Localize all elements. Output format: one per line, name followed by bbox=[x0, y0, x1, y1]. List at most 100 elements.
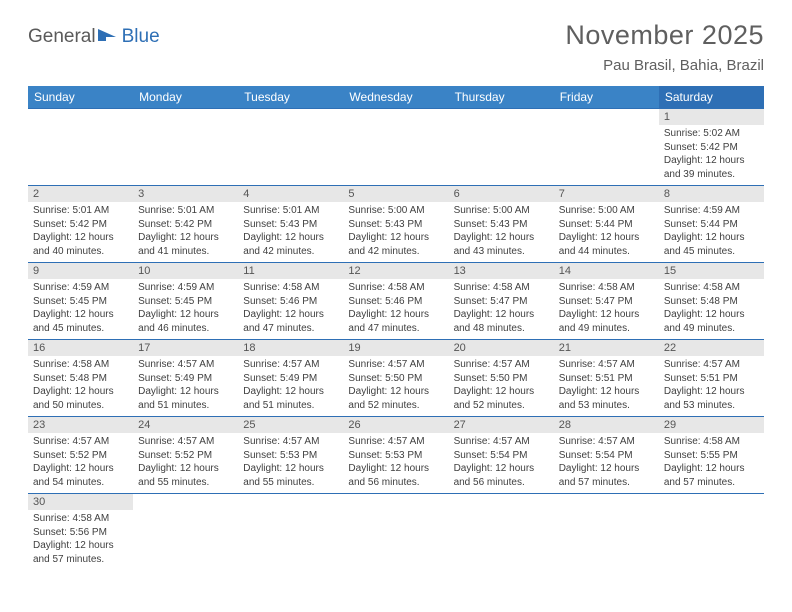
sunset-line: Sunset: 5:43 PM bbox=[454, 218, 549, 232]
calendar-cell: 1Sunrise: 5:02 AMSunset: 5:42 PMDaylight… bbox=[659, 109, 764, 186]
calendar-cell: 21Sunrise: 4:57 AMSunset: 5:51 PMDayligh… bbox=[554, 340, 659, 417]
sunrise-line: Sunrise: 4:58 AM bbox=[664, 281, 759, 295]
day-details: Sunrise: 4:57 AMSunset: 5:51 PMDaylight:… bbox=[659, 356, 764, 416]
sunset-line: Sunset: 5:44 PM bbox=[559, 218, 654, 232]
day-details: Sunrise: 5:00 AMSunset: 5:43 PMDaylight:… bbox=[449, 202, 554, 262]
sunrise-line: Sunrise: 4:58 AM bbox=[33, 358, 128, 372]
sunrise-line: Sunrise: 4:59 AM bbox=[664, 204, 759, 218]
day-details: Sunrise: 4:57 AMSunset: 5:52 PMDaylight:… bbox=[133, 433, 238, 493]
day-number: 13 bbox=[449, 263, 554, 279]
day-number: 15 bbox=[659, 263, 764, 279]
calendar-row: 16Sunrise: 4:58 AMSunset: 5:48 PMDayligh… bbox=[28, 340, 764, 417]
day-details: Sunrise: 4:57 AMSunset: 5:50 PMDaylight:… bbox=[449, 356, 554, 416]
weekday-header: Tuesday bbox=[238, 86, 343, 109]
calendar-cell: 2Sunrise: 5:01 AMSunset: 5:42 PMDaylight… bbox=[28, 186, 133, 263]
day-number: 23 bbox=[28, 417, 133, 433]
daylight-line: Daylight: 12 hours and 42 minutes. bbox=[348, 231, 443, 258]
day-number: 10 bbox=[133, 263, 238, 279]
calendar-cell: 18Sunrise: 4:57 AMSunset: 5:49 PMDayligh… bbox=[238, 340, 343, 417]
calendar-cell bbox=[343, 109, 448, 186]
day-number: 20 bbox=[449, 340, 554, 356]
calendar-cell bbox=[554, 109, 659, 186]
daylight-line: Daylight: 12 hours and 46 minutes. bbox=[138, 308, 233, 335]
calendar-cell: 10Sunrise: 4:59 AMSunset: 5:45 PMDayligh… bbox=[133, 263, 238, 340]
sunrise-line: Sunrise: 4:57 AM bbox=[243, 435, 338, 449]
calendar-cell bbox=[343, 494, 448, 571]
day-details: Sunrise: 5:00 AMSunset: 5:43 PMDaylight:… bbox=[343, 202, 448, 262]
calendar-cell: 24Sunrise: 4:57 AMSunset: 5:52 PMDayligh… bbox=[133, 417, 238, 494]
logo-flag-icon bbox=[98, 27, 120, 48]
calendar-row: 2Sunrise: 5:01 AMSunset: 5:42 PMDaylight… bbox=[28, 186, 764, 263]
calendar-cell: 7Sunrise: 5:00 AMSunset: 5:44 PMDaylight… bbox=[554, 186, 659, 263]
day-number: 17 bbox=[133, 340, 238, 356]
day-number: 12 bbox=[343, 263, 448, 279]
calendar-cell bbox=[238, 109, 343, 186]
sunrise-line: Sunrise: 4:59 AM bbox=[33, 281, 128, 295]
day-number: 9 bbox=[28, 263, 133, 279]
weekday-header: Monday bbox=[133, 86, 238, 109]
calendar-cell bbox=[449, 494, 554, 571]
day-number: 5 bbox=[343, 186, 448, 202]
logo: General Blue bbox=[28, 26, 160, 48]
day-number: 30 bbox=[28, 494, 133, 510]
calendar-cell bbox=[238, 494, 343, 571]
sunrise-line: Sunrise: 5:01 AM bbox=[243, 204, 338, 218]
weekday-header: Saturday bbox=[659, 86, 764, 109]
daylight-line: Daylight: 12 hours and 53 minutes. bbox=[664, 385, 759, 412]
day-number: 24 bbox=[133, 417, 238, 433]
weekday-header: Friday bbox=[554, 86, 659, 109]
day-number: 18 bbox=[238, 340, 343, 356]
daylight-line: Daylight: 12 hours and 44 minutes. bbox=[559, 231, 654, 258]
sunset-line: Sunset: 5:53 PM bbox=[348, 449, 443, 463]
weekday-header: Wednesday bbox=[343, 86, 448, 109]
day-details: Sunrise: 4:59 AMSunset: 5:44 PMDaylight:… bbox=[659, 202, 764, 262]
day-number: 25 bbox=[238, 417, 343, 433]
calendar-cell: 19Sunrise: 4:57 AMSunset: 5:50 PMDayligh… bbox=[343, 340, 448, 417]
logo-text-blue: Blue bbox=[122, 26, 160, 48]
calendar-cell: 6Sunrise: 5:00 AMSunset: 5:43 PMDaylight… bbox=[449, 186, 554, 263]
day-number: 6 bbox=[449, 186, 554, 202]
sunrise-line: Sunrise: 4:58 AM bbox=[243, 281, 338, 295]
calendar-header-row: SundayMondayTuesdayWednesdayThursdayFrid… bbox=[28, 86, 764, 109]
sunrise-line: Sunrise: 4:58 AM bbox=[664, 435, 759, 449]
daylight-line: Daylight: 12 hours and 52 minutes. bbox=[348, 385, 443, 412]
sunrise-line: Sunrise: 5:00 AM bbox=[348, 204, 443, 218]
sunset-line: Sunset: 5:47 PM bbox=[454, 295, 549, 309]
day-details: Sunrise: 5:01 AMSunset: 5:42 PMDaylight:… bbox=[133, 202, 238, 262]
daylight-line: Daylight: 12 hours and 51 minutes. bbox=[243, 385, 338, 412]
daylight-line: Daylight: 12 hours and 55 minutes. bbox=[243, 462, 338, 489]
sunset-line: Sunset: 5:45 PM bbox=[138, 295, 233, 309]
sunrise-line: Sunrise: 4:57 AM bbox=[138, 358, 233, 372]
calendar-cell bbox=[28, 109, 133, 186]
calendar-cell bbox=[133, 109, 238, 186]
sunrise-line: Sunrise: 4:57 AM bbox=[33, 435, 128, 449]
day-number: 16 bbox=[28, 340, 133, 356]
sunset-line: Sunset: 5:43 PM bbox=[348, 218, 443, 232]
daylight-line: Daylight: 12 hours and 54 minutes. bbox=[33, 462, 128, 489]
calendar-cell: 25Sunrise: 4:57 AMSunset: 5:53 PMDayligh… bbox=[238, 417, 343, 494]
sunset-line: Sunset: 5:46 PM bbox=[243, 295, 338, 309]
calendar-cell: 8Sunrise: 4:59 AMSunset: 5:44 PMDaylight… bbox=[659, 186, 764, 263]
sunset-line: Sunset: 5:50 PM bbox=[348, 372, 443, 386]
calendar-cell: 22Sunrise: 4:57 AMSunset: 5:51 PMDayligh… bbox=[659, 340, 764, 417]
sunrise-line: Sunrise: 4:57 AM bbox=[348, 435, 443, 449]
sunrise-line: Sunrise: 4:57 AM bbox=[138, 435, 233, 449]
sunset-line: Sunset: 5:49 PM bbox=[138, 372, 233, 386]
calendar-cell bbox=[554, 494, 659, 571]
day-details: Sunrise: 4:58 AMSunset: 5:48 PMDaylight:… bbox=[28, 356, 133, 416]
calendar-cell: 30Sunrise: 4:58 AMSunset: 5:56 PMDayligh… bbox=[28, 494, 133, 571]
day-number: 11 bbox=[238, 263, 343, 279]
day-number: 2 bbox=[28, 186, 133, 202]
day-number: 8 bbox=[659, 186, 764, 202]
calendar-row: 1Sunrise: 5:02 AMSunset: 5:42 PMDaylight… bbox=[28, 109, 764, 186]
sunrise-line: Sunrise: 5:00 AM bbox=[454, 204, 549, 218]
calendar-row: 23Sunrise: 4:57 AMSunset: 5:52 PMDayligh… bbox=[28, 417, 764, 494]
day-details: Sunrise: 4:57 AMSunset: 5:50 PMDaylight:… bbox=[343, 356, 448, 416]
sunrise-line: Sunrise: 4:58 AM bbox=[559, 281, 654, 295]
day-number: 28 bbox=[554, 417, 659, 433]
calendar-cell: 17Sunrise: 4:57 AMSunset: 5:49 PMDayligh… bbox=[133, 340, 238, 417]
sunset-line: Sunset: 5:42 PM bbox=[664, 141, 759, 155]
calendar-cell: 13Sunrise: 4:58 AMSunset: 5:47 PMDayligh… bbox=[449, 263, 554, 340]
calendar-cell: 15Sunrise: 4:58 AMSunset: 5:48 PMDayligh… bbox=[659, 263, 764, 340]
day-details: Sunrise: 4:58 AMSunset: 5:56 PMDaylight:… bbox=[28, 510, 133, 570]
